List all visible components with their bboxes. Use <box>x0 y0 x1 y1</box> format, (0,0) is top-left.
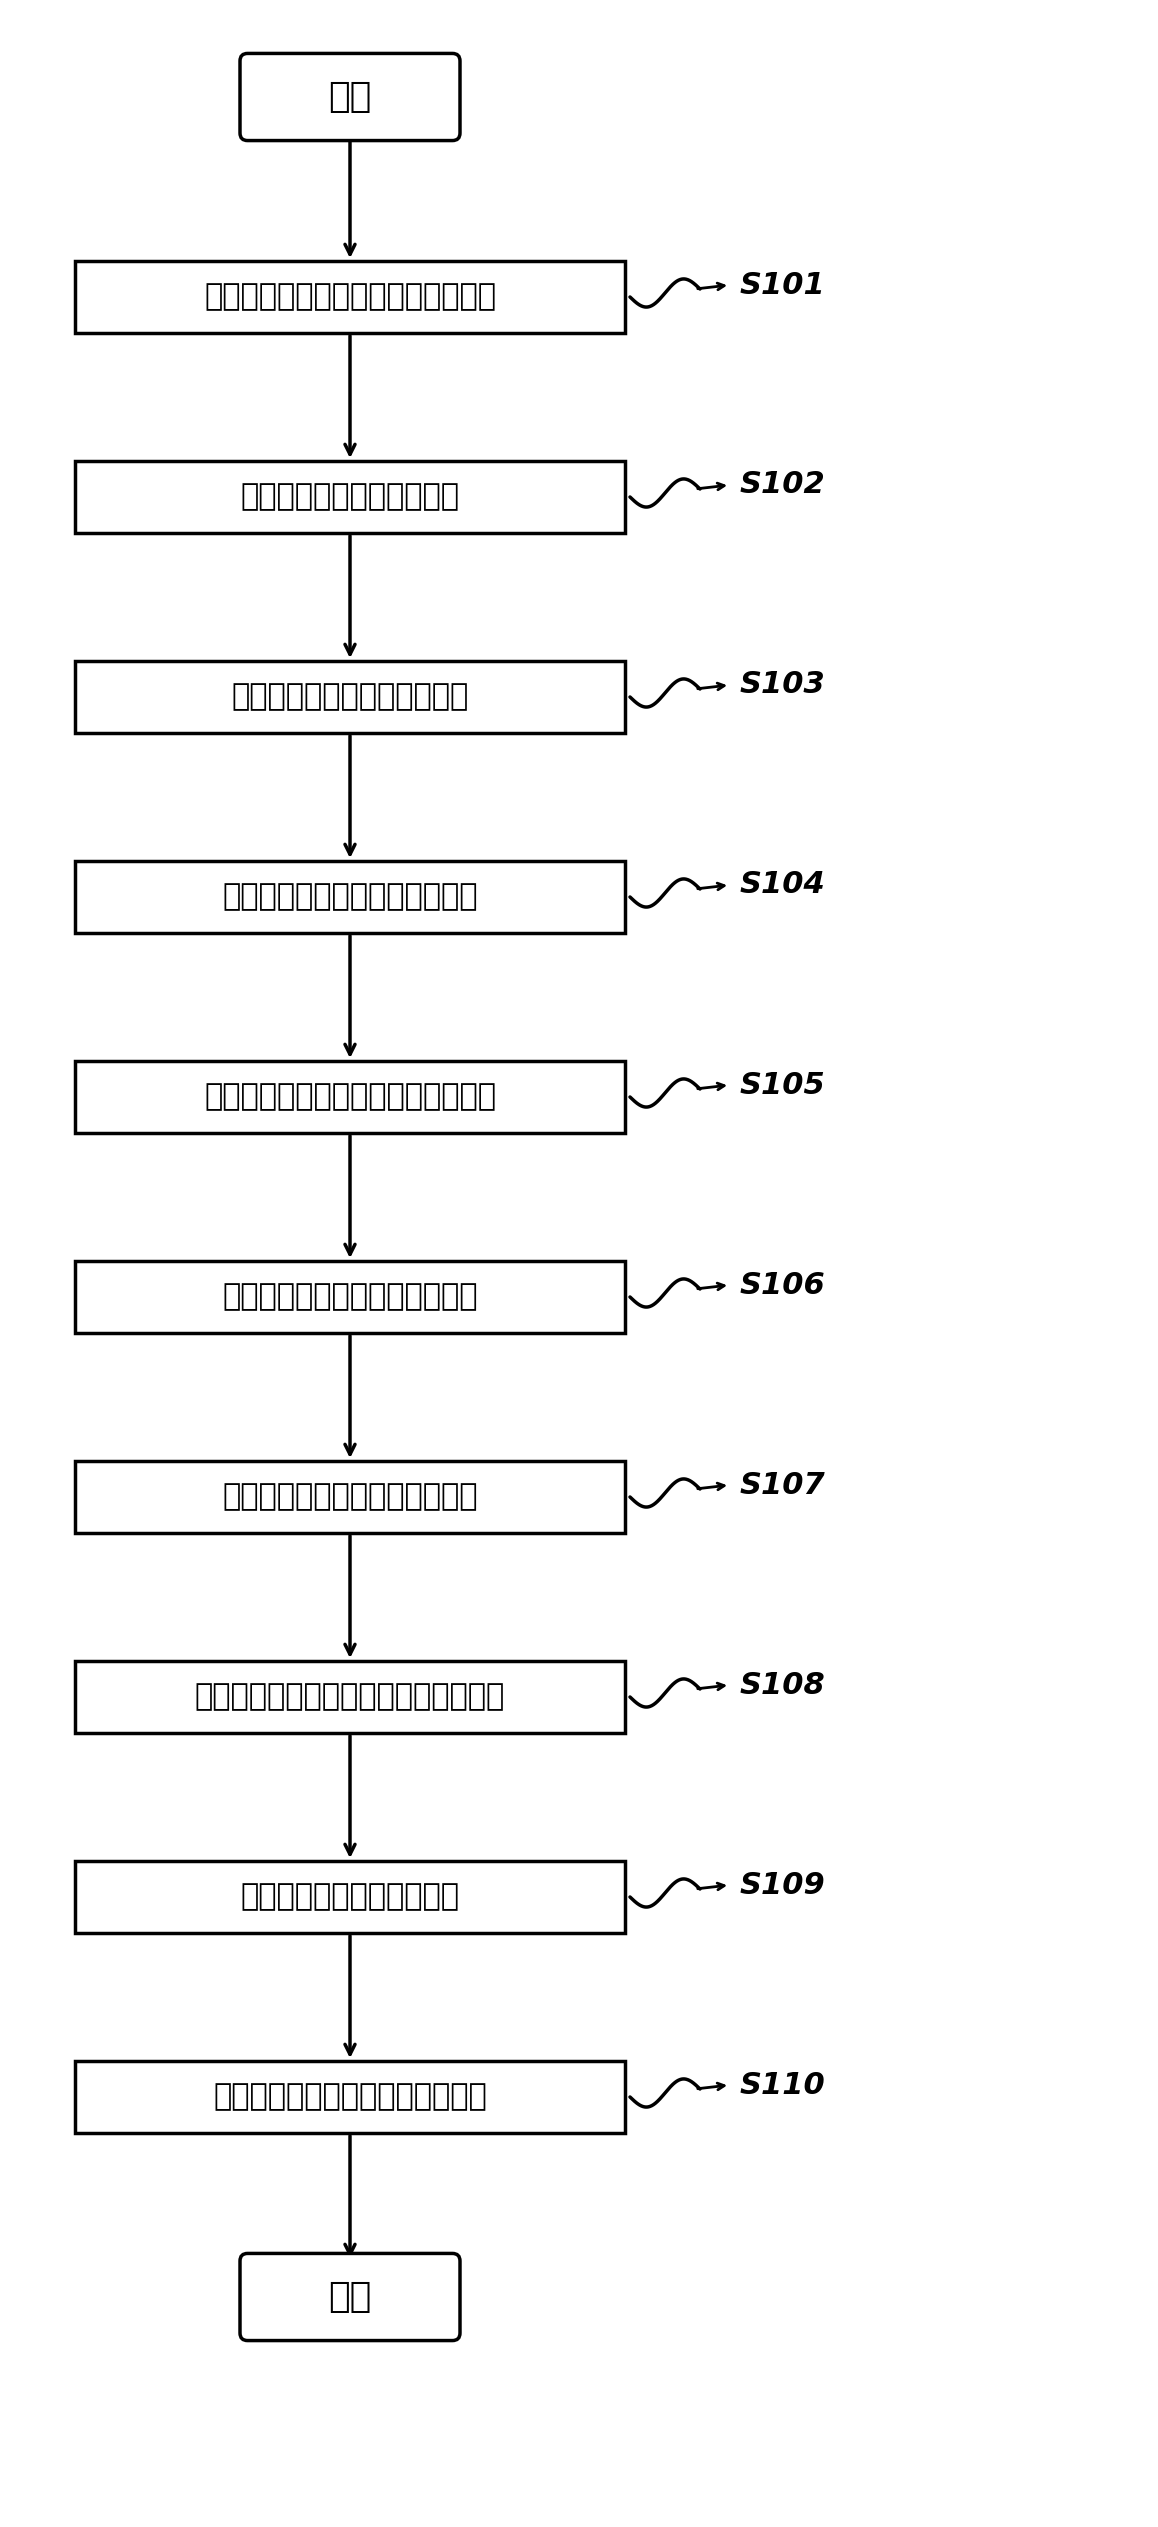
Text: S103: S103 <box>740 670 826 700</box>
Text: 建立履带机器人的自适应滑模切换模型: 建立履带机器人的自适应滑模切换模型 <box>195 1683 505 1711</box>
Text: 建立履带机器人的运动学模型: 建立履带机器人的运动学模型 <box>232 682 469 713</box>
Text: 建立履带机器人的位姿误差模型: 建立履带机器人的位姿误差模型 <box>222 882 478 912</box>
Text: S104: S104 <box>740 869 826 900</box>
Text: 获得履带机器人的期望速度: 获得履带机器人的期望速度 <box>241 1883 460 1910</box>
Bar <box>75 1061 625 1132</box>
Bar <box>75 260 625 334</box>
Bar <box>75 1860 625 1933</box>
Text: S101: S101 <box>740 270 826 301</box>
FancyBboxPatch shape <box>240 2254 460 2340</box>
Text: 获得左电机和右电机的期望角速度: 获得左电机和右电机的期望角速度 <box>213 2082 486 2113</box>
Text: 开始: 开始 <box>329 81 372 114</box>
Text: 获取履带机器人的当前状态下的位姿: 获取履带机器人的当前状态下的位姿 <box>204 283 496 311</box>
Bar <box>75 1261 625 1334</box>
Bar <box>75 862 625 932</box>
Text: S106: S106 <box>740 1271 826 1299</box>
FancyBboxPatch shape <box>240 53 460 142</box>
Bar <box>75 1660 625 1734</box>
Text: S102: S102 <box>740 470 826 500</box>
Bar <box>75 662 625 733</box>
Text: 建立左电机和右电机的动态模型: 建立左电机和右电机的动态模型 <box>222 1483 478 1511</box>
Text: 结束: 结束 <box>329 2279 372 2315</box>
Text: S110: S110 <box>740 2070 826 2100</box>
Text: 建立左电机和右电机的驱动模型: 建立左电机和右电机的驱动模型 <box>222 1284 478 1312</box>
Bar <box>75 460 625 533</box>
Bar <box>75 1461 625 1534</box>
Text: 建立履带机器人的位姿误差微分模型: 建立履带机器人的位姿误差微分模型 <box>204 1082 496 1112</box>
Text: S108: S108 <box>740 1670 826 1701</box>
Text: S105: S105 <box>740 1071 826 1099</box>
Bar <box>75 2062 625 2133</box>
Text: 设定履带机器人的参考轨迹: 设定履带机器人的参考轨迹 <box>241 483 460 510</box>
Text: S109: S109 <box>740 1870 826 1900</box>
Text: S107: S107 <box>740 1471 826 1499</box>
